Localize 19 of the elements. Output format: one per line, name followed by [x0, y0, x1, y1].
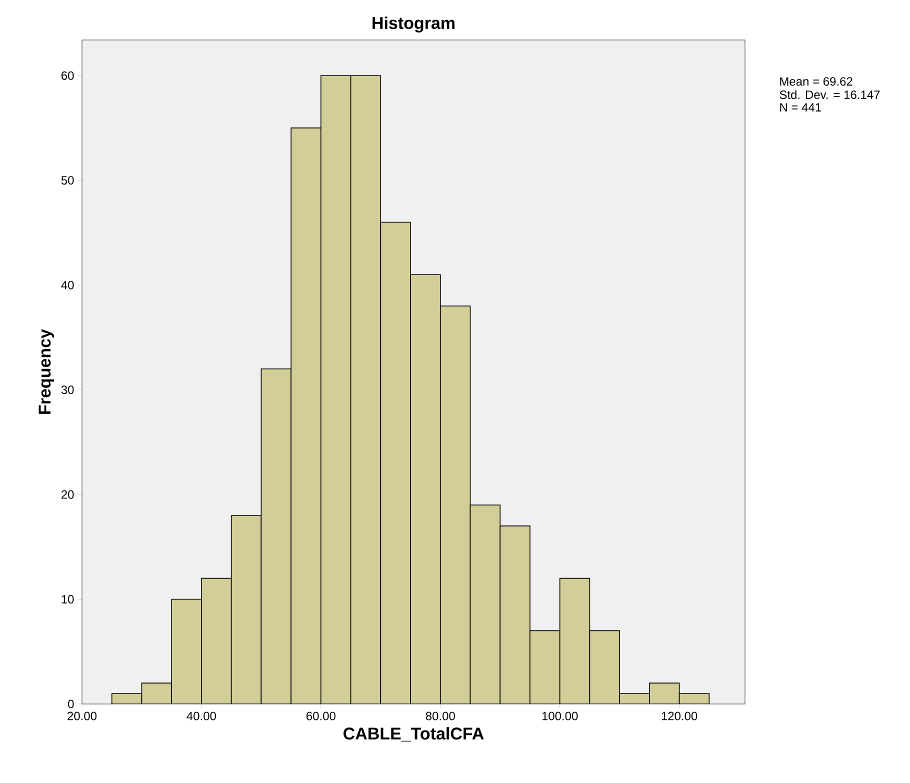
y-tick-label: 40: [61, 280, 74, 290]
y-tick-label: 10: [62, 595, 74, 604]
y-tick-label: 60: [61, 71, 74, 80]
x-tick-label: 80.00: [426, 712, 455, 720]
y-tick-label: 20: [61, 490, 74, 499]
x-tick-label: 60.00: [306, 712, 336, 720]
y-axis-title: Frequency: [38, 329, 54, 414]
x-tick-label: 40.00: [186, 712, 216, 720]
y-tick-label: 50: [61, 176, 74, 185]
chart-title: Histogram: [372, 16, 454, 32]
y-tick-label: 30: [61, 386, 74, 394]
text: N = 441: [780, 103, 821, 112]
x-tick-label: 20.00: [68, 712, 97, 720]
x-axis-title: CABLE_TotalCFA: [344, 727, 484, 742]
text: Mean = 69.62: [780, 77, 852, 86]
x-tick-label: 100.00: [542, 712, 578, 720]
text: Std. Dev. = 16.147: [780, 90, 880, 100]
x-tick-label: 120.00: [662, 712, 698, 720]
y-tick-label: 0: [68, 700, 74, 708]
